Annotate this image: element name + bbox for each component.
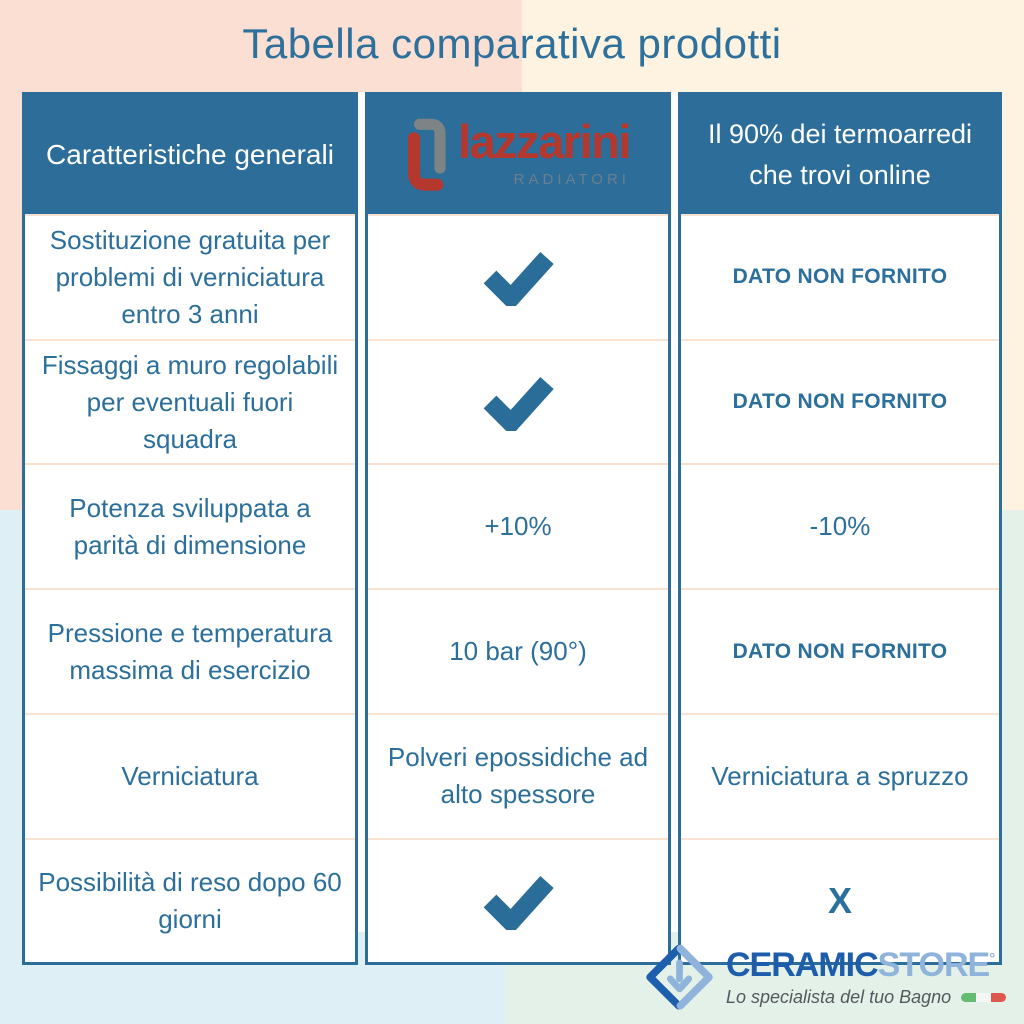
registered-mark: °	[989, 950, 995, 968]
footer-brand: CERAMICSTORE° Lo specialista del tuo Bag…	[640, 940, 1007, 1016]
competitor-header: Il 90% dei termoarredi che trovi online	[681, 95, 999, 214]
competitor-value-cell: DATO NON FORNITO	[681, 338, 999, 464]
comparison-table: Caratteristiche generali Sostituzione gr…	[22, 92, 1002, 966]
feature-cell: Potenza sviluppata a parità di dimension…	[25, 463, 355, 588]
ceramicstore-wordmark-primary: CERAMIC	[726, 946, 879, 984]
feature-cell: Pressione e temperatura massima di eserc…	[25, 588, 355, 713]
lazzarini-column: lazzarini RADIATORI +10% 10 bar (90°) Po…	[365, 92, 671, 966]
feature-cell: Possibilità di reso dopo 60 giorni	[25, 837, 355, 963]
competitor-column: Il 90% dei termoarredi che trovi online …	[678, 92, 1002, 966]
competitor-value-cell: DATO NON FORNITO	[681, 214, 999, 339]
check-icon	[483, 875, 554, 930]
page-title: Tabella comparativa prodotti	[242, 20, 782, 67]
check-icon	[483, 252, 554, 307]
footer-tagline: Lo specialista del tuo Bagno	[726, 987, 952, 1007]
features-header: Caratteristiche generali	[25, 95, 355, 214]
ceramicstore-diamond-icon	[646, 944, 713, 1010]
lazzarini-value-cell	[368, 338, 668, 464]
feature-cell: Sostituzione gratuita per problemi di ve…	[25, 214, 355, 339]
flag-green-band	[961, 993, 977, 1002]
lazzarini-value-cell: Polveri epossidiche ad alto spessore	[368, 712, 668, 838]
competitor-value-cell: Verniciatura a spruzzo	[681, 712, 999, 838]
competitor-value-cell: -10%	[681, 463, 999, 588]
lazzarini-value-cell	[368, 837, 668, 963]
lazzarini-brand-sub: RADIATORI	[513, 170, 630, 188]
lazzarini-brand-name: lazzarini	[458, 114, 631, 168]
flag-white-band	[976, 993, 992, 1002]
footer-tagline-row: Lo specialista del tuo Bagno	[726, 987, 1007, 1008]
lazzarini-value-cell	[368, 214, 668, 339]
lazzarini-value-cell: 10 bar (90°)	[368, 588, 668, 713]
lazzarini-header: lazzarini RADIATORI	[368, 95, 668, 214]
lazzarini-wordmark: lazzarini RADIATORI	[458, 114, 631, 191]
italy-flag-icon	[961, 993, 1007, 1002]
lazzarini-value-cell: +10%	[368, 463, 668, 588]
check-icon	[483, 377, 554, 432]
competitor-value-cell: DATO NON FORNITO	[681, 588, 999, 713]
footer-text: CERAMICSTORE° Lo specialista del tuo Bag…	[726, 948, 1007, 1008]
feature-cell: Verniciatura	[25, 712, 355, 838]
lazzarini-l-icon	[407, 118, 446, 191]
feature-cell: Fissaggi a muro regolabili per eventuali…	[25, 338, 355, 464]
features-column: Caratteristiche generali Sostituzione gr…	[22, 92, 358, 966]
ceramicstore-wordmark: CERAMICSTORE°	[726, 948, 1006, 982]
competitor-value-cell-x: X	[681, 837, 999, 963]
flag-red-band	[991, 993, 1007, 1002]
ceramicstore-wordmark-secondary: STORE	[877, 946, 991, 984]
